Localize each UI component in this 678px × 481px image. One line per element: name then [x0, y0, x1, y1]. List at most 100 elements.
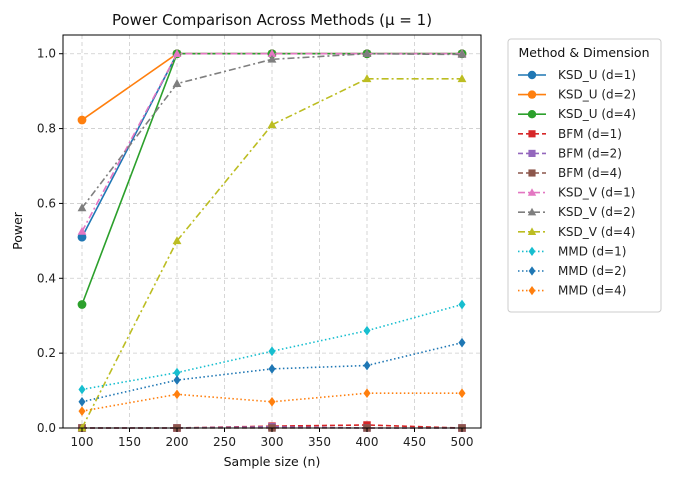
- data-point: [457, 74, 467, 83]
- series-7: [77, 49, 467, 212]
- data-point: [77, 300, 87, 309]
- y-tick-label: 0.8: [37, 122, 56, 136]
- legend-marker: [527, 188, 537, 196]
- legend-entry: BFM (d=1): [518, 127, 622, 141]
- legend-label: BFM (d=1): [558, 127, 622, 141]
- series-line: [81, 52, 463, 209]
- y-tick-label: 0.6: [37, 196, 56, 210]
- data-point: [268, 346, 276, 357]
- legend-entry: BFM (d=4): [518, 166, 622, 180]
- data-point: [458, 388, 466, 399]
- y-tick-label: 0.4: [37, 271, 56, 285]
- x-tick-label: 200: [166, 435, 189, 449]
- legend-label: KSD_V (d=4): [558, 225, 635, 239]
- data-point: [77, 203, 87, 212]
- x-tick-label: 400: [356, 435, 379, 449]
- legend-marker: [528, 285, 536, 296]
- legend-marker: [528, 246, 536, 257]
- legend-entry: MMD (d=4): [518, 284, 626, 298]
- data-point: [458, 299, 466, 310]
- legend-entry: KSD_V (d=2): [518, 205, 635, 219]
- data-point: [458, 337, 466, 348]
- data-point: [77, 423, 87, 432]
- data-point: [78, 406, 86, 416]
- legend-label: MMD (d=2): [558, 264, 626, 278]
- data-point: [77, 232, 87, 242]
- legend-label: KSD_U (d=2): [558, 88, 636, 102]
- series-line: [81, 392, 462, 412]
- series-line: [81, 303, 463, 391]
- series-10: [78, 337, 466, 407]
- legend-entry: MMD (d=1): [518, 244, 626, 258]
- legend-label: BFM (d=2): [558, 146, 622, 160]
- data-point: [268, 364, 276, 374]
- legend-entry: BFM (d=2): [518, 146, 622, 160]
- data-point: [363, 388, 371, 399]
- legend: Method & Dimension KSD_U (d=1) KSD_U (d=2…: [507, 38, 662, 313]
- chart-title: Power Comparison Across Methods (μ = 1): [112, 11, 432, 29]
- legend-entry: MMD (d=2): [518, 264, 626, 278]
- legend-marker: [527, 110, 537, 119]
- grid: [63, 35, 481, 429]
- data-point: [267, 120, 277, 129]
- x-tick-label: 150: [118, 435, 141, 449]
- legend-label: MMD (d=1): [558, 244, 626, 258]
- data-point: [173, 375, 181, 385]
- data-point: [172, 49, 182, 58]
- x-tick-label: 100: [71, 435, 94, 449]
- legend-marker: [527, 70, 537, 80]
- legend-marker: [527, 90, 537, 99]
- x-tick-label: 300: [261, 435, 284, 449]
- x-tick-label: 250: [213, 435, 236, 449]
- y-axis-label: Power: [10, 211, 25, 250]
- y-tick-label: 0.0: [37, 421, 56, 435]
- legend-entry: KSD_U (d=1): [518, 68, 636, 82]
- x-tick-label: 350: [308, 435, 331, 449]
- legend-marker: [527, 227, 537, 235]
- data-point: [172, 236, 182, 245]
- x-axis: 100 150 200 250 300 350 400 450 500: [71, 428, 473, 449]
- legend-title: Method & Dimension: [518, 45, 649, 60]
- legend-label: MMD (d=4): [558, 284, 626, 298]
- data-point: [172, 79, 182, 87]
- data-point: [77, 226, 87, 235]
- x-axis-label: Sample size (n): [224, 454, 321, 469]
- legend-label: BFM (d=4): [558, 166, 622, 180]
- data-point: [363, 360, 371, 371]
- legend-entry: KSD_U (d=4): [518, 107, 636, 121]
- data-point: [363, 325, 371, 336]
- series-9: [78, 299, 466, 395]
- series-11: [78, 388, 466, 416]
- series-line: [81, 52, 462, 238]
- data-point: [267, 54, 277, 63]
- legend-frame: [507, 38, 662, 313]
- y-tick-label: 0.2: [37, 346, 56, 360]
- x-tick-label: 450: [403, 435, 426, 449]
- legend-label: KSD_U (d=4): [558, 107, 636, 121]
- data-point: [77, 115, 87, 125]
- data-point: [362, 74, 372, 83]
- legend-entry: KSD_U (d=2): [518, 88, 636, 102]
- data-point: [173, 367, 181, 378]
- y-axis: 0.0 0.2 0.4 0.6 0.8 1.0: [37, 47, 63, 435]
- legend-label: KSD_V (d=1): [558, 186, 635, 200]
- data-point: [362, 49, 372, 58]
- y-tick-label: 1.0: [37, 47, 56, 61]
- data-point: [268, 396, 276, 407]
- series-8: [77, 74, 467, 432]
- series-line: [81, 77, 462, 429]
- legend-label: KSD_U (d=1): [558, 68, 636, 82]
- data-point: [267, 49, 277, 58]
- legend-marker: [527, 207, 537, 216]
- data-point: [78, 396, 86, 407]
- legend-marker: [528, 266, 536, 276]
- data-point: [173, 389, 181, 400]
- legend-entry: KSD_V (d=4): [518, 225, 635, 239]
- data-point: [457, 49, 467, 58]
- series-line: [82, 424, 463, 429]
- legend-entry: KSD_V (d=1): [518, 186, 635, 200]
- data-point: [78, 384, 86, 395]
- legend-label: KSD_V (d=2): [558, 205, 635, 219]
- legend-marker: [528, 149, 536, 157]
